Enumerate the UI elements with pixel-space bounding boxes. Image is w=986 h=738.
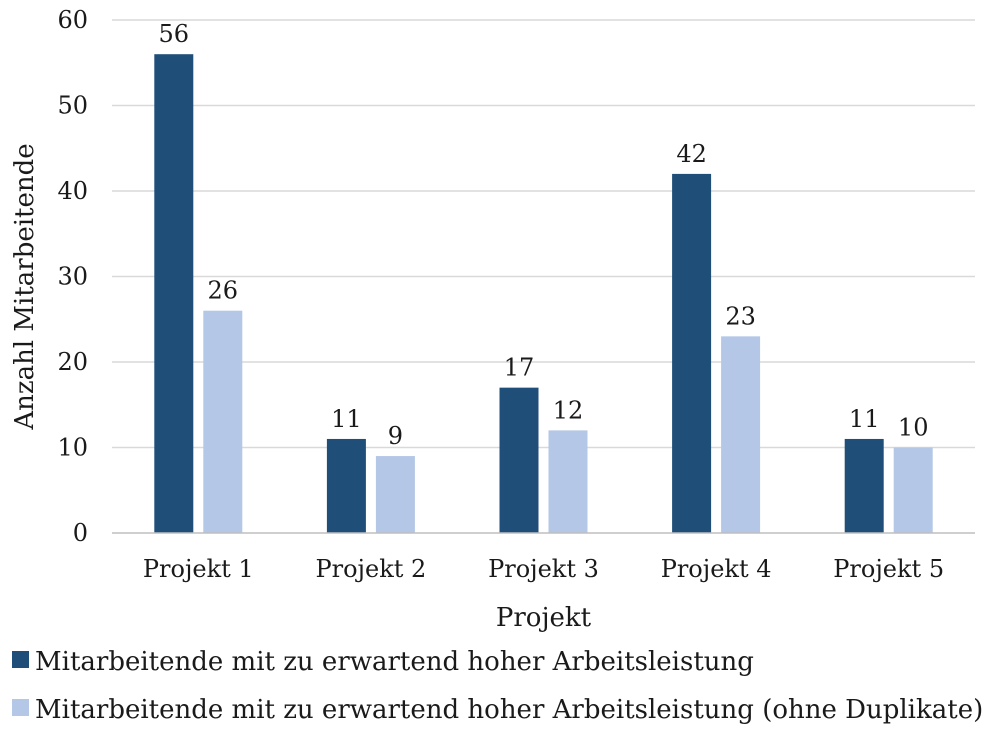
y-tick-label: 60 bbox=[57, 6, 88, 34]
bars bbox=[154, 54, 933, 533]
x-tick-label: Projekt 4 bbox=[661, 555, 772, 583]
x-tick-label: Projekt 3 bbox=[488, 555, 599, 583]
labels: 0 10 20 30 40 50 60 56 26 Projekt 1 11 9 Projekt 2 17… bbox=[57, 6, 944, 583]
data-label: 26 bbox=[208, 277, 239, 305]
data-label: 11 bbox=[849, 405, 880, 433]
y-axis-title: Anzahl Mitarbeitende bbox=[10, 143, 40, 430]
legend-swatch-series-1 bbox=[12, 651, 29, 668]
bar-series-2 bbox=[721, 336, 761, 533]
y-tick-label: 0 bbox=[73, 519, 88, 547]
x-tick-label: Projekt 2 bbox=[315, 555, 426, 583]
data-label: 56 bbox=[159, 20, 190, 48]
legend-swatch-series-2 bbox=[12, 699, 29, 716]
y-tick-label: 10 bbox=[57, 434, 88, 462]
bar-series-1 bbox=[154, 54, 194, 533]
x-tick-label: Projekt 5 bbox=[833, 555, 944, 583]
gridlines bbox=[112, 19, 975, 449]
data-label: 17 bbox=[504, 354, 535, 382]
bar-series-1 bbox=[499, 387, 539, 533]
y-tick-label: 50 bbox=[57, 92, 88, 120]
y-tick-label: 30 bbox=[57, 263, 88, 291]
data-label: 12 bbox=[553, 396, 584, 424]
bar-series-1 bbox=[672, 173, 712, 533]
data-label: 42 bbox=[676, 140, 707, 168]
bar-series-2 bbox=[203, 310, 243, 533]
data-label: 23 bbox=[725, 302, 756, 330]
x-tick-label: Projekt 1 bbox=[143, 555, 254, 583]
legend: Mitarbeitende mit zu erwartend hoher Arb… bbox=[12, 647, 983, 725]
data-label: 9 bbox=[388, 422, 403, 450]
y-tick-label: 20 bbox=[57, 348, 88, 376]
legend-label-series-1: Mitarbeitende mit zu erwartend hoher Arb… bbox=[35, 647, 754, 677]
bar-series-2 bbox=[375, 456, 415, 533]
x-axis-title: Projekt bbox=[496, 603, 592, 633]
bar-series-2 bbox=[548, 430, 588, 533]
y-tick-label: 40 bbox=[57, 177, 88, 205]
data-label: 11 bbox=[331, 405, 362, 433]
bar-series-1 bbox=[326, 438, 366, 533]
legend-label-series-2: Mitarbeitende mit zu erwartend hoher Arb… bbox=[35, 695, 983, 725]
bar-series-2 bbox=[893, 447, 933, 533]
bar-series-1 bbox=[844, 438, 884, 533]
data-label: 10 bbox=[898, 414, 929, 442]
